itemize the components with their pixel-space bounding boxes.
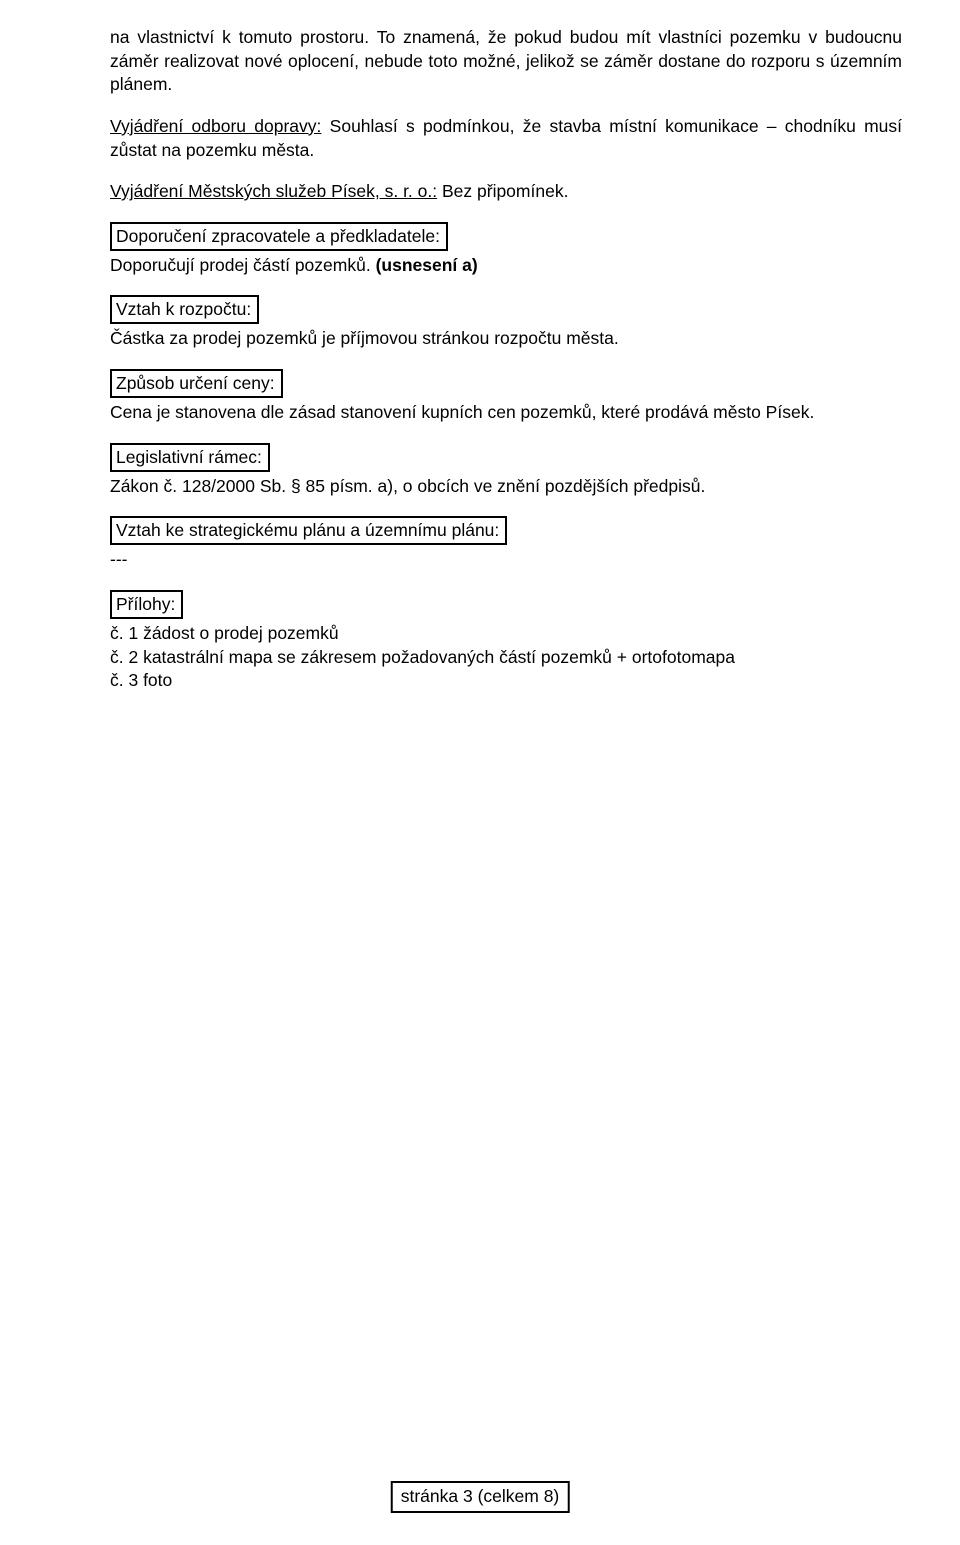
section-cena: Způsob určení ceny: Cena je stanovena dl… (110, 369, 902, 425)
text-strateg: --- (110, 548, 902, 572)
section-prilohy: Přílohy: č. 1 žádost o prodej pozemků č.… (110, 590, 902, 693)
heading-strateg: Vztah ke strategickému plánu a územnímu … (110, 516, 507, 545)
intro-para-3: Vyjádření Městských služeb Písek, s. r. … (110, 180, 902, 204)
text-rozpocet: Částka za prodej pozemků je příjmovou st… (110, 327, 902, 351)
text-prilohy-1: č. 1 žádost o prodej pozemků (110, 622, 902, 646)
text-prilohy-2: č. 2 katastrální mapa se zákresem požado… (110, 646, 902, 670)
text-legis: Zákon č. 128/2000 Sb. § 85 písm. a), o o… (110, 475, 902, 499)
text-cena: Cena je stanovena dle zásad stanovení ku… (110, 401, 902, 425)
section-strateg: Vztah ke strategickému plánu a územnímu … (110, 516, 902, 572)
heading-prilohy: Přílohy: (110, 590, 183, 619)
intro-para-3-prefix: Vyjádření Městských služeb Písek, s. r. … (110, 181, 437, 201)
section-rozpocet: Vztah k rozpočtu: Částka za prodej pozem… (110, 295, 902, 351)
intro-para-1: na vlastnictví k tomuto prostoru. To zna… (110, 26, 902, 97)
heading-doporuceni: Doporučení zpracovatele a předkladatele: (110, 222, 448, 251)
text-doporuceni-b: (usnesení a) (376, 255, 478, 275)
page-footer: stránka 3 (celkem 8) (391, 1481, 570, 1513)
heading-rozpocet: Vztah k rozpočtu: (110, 295, 259, 324)
intro-para-2-prefix: Vyjádření odboru dopravy: (110, 116, 321, 136)
text-doporuceni-a: Doporučují prodej částí pozemků. (110, 255, 376, 275)
heading-cena: Způsob určení ceny: (110, 369, 283, 398)
heading-legis: Legislativní rámec: (110, 443, 270, 472)
intro-para-3-rest: Bez připomínek. (437, 181, 568, 201)
intro-para-2: Vyjádření odboru dopravy: Souhlasí s pod… (110, 115, 902, 162)
text-prilohy-3: č. 3 foto (110, 669, 902, 693)
section-doporuceni: Doporučení zpracovatele a předkladatele:… (110, 222, 902, 278)
section-legis: Legislativní rámec: Zákon č. 128/2000 Sb… (110, 443, 902, 499)
text-doporuceni: Doporučují prodej částí pozemků. (usnese… (110, 254, 902, 278)
